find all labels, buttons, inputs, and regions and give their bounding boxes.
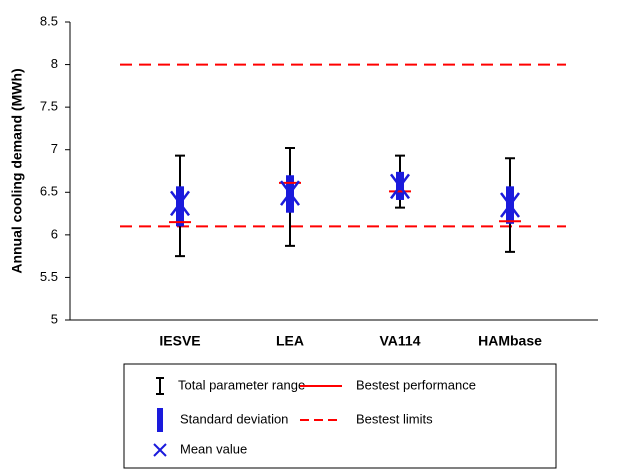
legend-label: Total parameter range bbox=[178, 377, 305, 392]
legend-label: Bestest performance bbox=[356, 377, 476, 392]
legend-range-icon bbox=[156, 377, 164, 395]
y-tick-label: 6.5 bbox=[40, 184, 58, 199]
legend-label: Bestest limits bbox=[356, 411, 433, 426]
legend-box bbox=[123, 363, 557, 469]
mean-mark bbox=[500, 192, 520, 218]
x-tick-label: LEA bbox=[276, 333, 304, 349]
legend-std-icon bbox=[157, 408, 163, 432]
mean-mark bbox=[170, 190, 190, 217]
y-tick-label: 5 bbox=[51, 311, 58, 326]
x-tick-label: HAMbase bbox=[478, 333, 542, 349]
y-axis-label: Annual cooling demand (MWh) bbox=[9, 68, 25, 273]
y-tick-label: 6 bbox=[51, 226, 58, 241]
y-tick-label: 5.5 bbox=[40, 269, 58, 284]
x-tick-label: IESVE bbox=[159, 333, 200, 349]
y-tick-label: 8.5 bbox=[40, 13, 58, 28]
y-tick-label: 7 bbox=[51, 141, 58, 156]
y-tick-label: 8 bbox=[51, 56, 58, 71]
legend-label: Standard deviation bbox=[180, 411, 288, 426]
mean-mark bbox=[390, 173, 410, 200]
std-dev-bar bbox=[176, 186, 184, 227]
legend-label: Mean value bbox=[180, 441, 247, 456]
y-tick-label: 7.5 bbox=[40, 99, 58, 114]
legend-mean-icon bbox=[153, 443, 167, 457]
x-tick-label: VA114 bbox=[380, 333, 421, 349]
mean-mark bbox=[280, 180, 300, 206]
